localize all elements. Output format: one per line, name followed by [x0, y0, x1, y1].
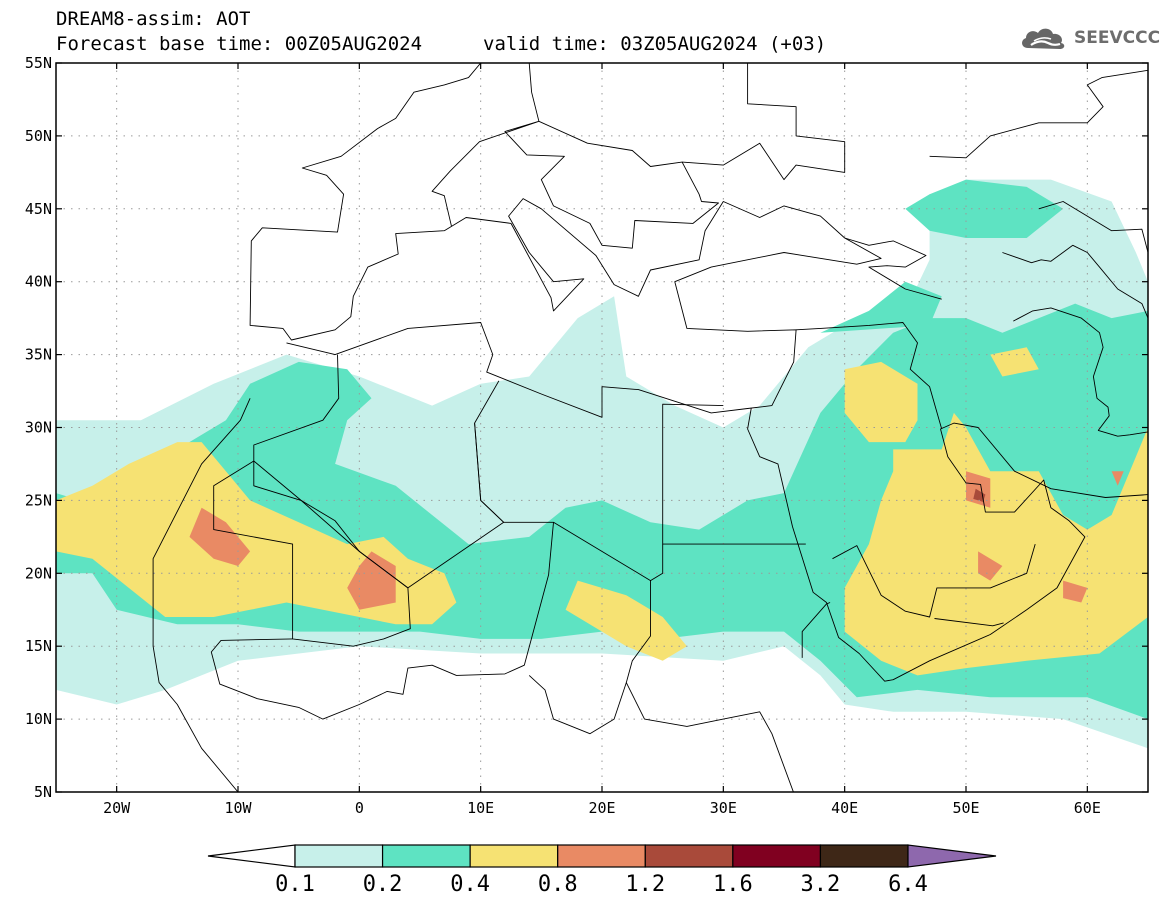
boundary-line	[801, 602, 831, 658]
boundary-line	[662, 403, 806, 545]
aot-region-0.4-0.8-3	[844, 412, 1148, 676]
boundary-line	[152, 398, 251, 792]
boundary-line	[832, 543, 1036, 618]
lat-tick-label: 20N	[25, 564, 52, 582]
valid-time: valid time: 03Z05AUG2024 (+03)	[483, 33, 827, 55]
boundary-line	[747, 408, 1148, 682]
lon-tick-label: 20W	[103, 799, 131, 817]
boundary-line	[210, 522, 554, 720]
aot-region-0.2-0.4-1	[905, 179, 1064, 238]
colorbar-bin	[819, 844, 909, 868]
colorbar-bin	[294, 844, 384, 868]
colorbar-label: 0.4	[450, 872, 490, 897]
graticule	[56, 63, 1148, 792]
map-title: DREAM8-assim: AOT	[56, 8, 251, 30]
colorbar-bin	[732, 844, 822, 868]
aot-field	[56, 179, 1148, 749]
lon-tick-label: 0	[355, 799, 364, 817]
aot-region-0.8-1.2-5	[1111, 471, 1124, 486]
aot-region-0.8-1.2-3	[978, 551, 1003, 581]
country-boundaries	[56, 63, 1148, 792]
forecast-base-time: Forecast base time: 00Z05AUG2024	[56, 33, 423, 55]
lon-tick-label: 50E	[952, 799, 979, 817]
logo-text: SEEVCCC	[1074, 28, 1161, 48]
aot-region-0.8-1.2-2	[966, 471, 991, 508]
lon-tick-label: 40E	[831, 799, 858, 817]
aot-region-0.8-1.2-4	[1063, 580, 1088, 603]
colorbar-bin	[381, 844, 471, 868]
aot-region-0.4-0.8-1	[565, 580, 687, 661]
boundary-line	[431, 63, 719, 249]
colorbar-under-arrow	[207, 844, 296, 868]
lat-tick-label: 45N	[25, 200, 52, 218]
lat-tick-label: 10N	[25, 710, 52, 728]
lon-tick-label: 20E	[588, 799, 615, 817]
colorbar-label: 0.8	[538, 872, 578, 897]
seevccc-logo: SEEVCCC	[1018, 24, 1160, 52]
aot-region-0.2-0.4-2	[820, 281, 942, 333]
aot-region-0.8-1.2-0	[189, 507, 251, 566]
lon-tick-label: 10W	[224, 799, 252, 817]
lat-tick-label: 30N	[25, 419, 52, 437]
map-axes: 55N 50N 45N 40N 35N 30N 25N 20N 15N 10N 5N 20W 10W 0 1…	[25, 54, 1148, 817]
lat-tick-label: 5N	[34, 783, 52, 801]
aot-region-0.4-0.8-2	[844, 361, 918, 443]
boundary-line	[625, 544, 794, 792]
lon-tick-label: 10E	[467, 799, 494, 817]
colorbar-label: 6.4	[888, 872, 928, 897]
boundary-line	[1002, 244, 1148, 319]
boundary-line	[796, 322, 943, 430]
lat-tick-label: 40N	[25, 273, 52, 291]
cloud-icon	[1022, 28, 1065, 49]
colorbar-label: 0.1	[275, 872, 315, 897]
colorbar-over-arrow	[907, 844, 997, 868]
aot-region-1.2-1.6-0	[973, 488, 986, 502]
lon-tick-label: 60E	[1074, 799, 1101, 817]
boundary-line	[528, 675, 627, 735]
colorbar-label: 1.2	[625, 872, 665, 897]
boundary-line	[934, 618, 1004, 627]
boundary-line	[1013, 307, 1148, 437]
lon-tick-label: 30E	[710, 799, 737, 817]
lat-tick-label: 50N	[25, 127, 52, 145]
colorbar-bin	[644, 844, 734, 868]
colorbar: 0.1 0.2 0.4 0.8 1.2 1.6 3.2 6.4	[207, 844, 997, 897]
boundary-line	[844, 237, 942, 300]
boundary-line	[249, 63, 882, 418]
lat-tick-label: 35N	[25, 346, 52, 364]
lat-tick-label: 55N	[25, 54, 52, 72]
colorbar-label: 1.6	[713, 872, 753, 897]
colorbar-bin	[557, 844, 646, 868]
boundary-line	[253, 354, 505, 589]
lat-tick-label: 15N	[25, 637, 52, 655]
lat-tick-label: 25N	[25, 491, 52, 509]
boundary-line	[682, 63, 846, 181]
boundary-line	[929, 69, 1148, 159]
colorbar-bin	[469, 844, 559, 868]
colorbar-label: 3.2	[801, 872, 841, 897]
boundary-line	[1038, 201, 1148, 253]
colorbar-label: 0.2	[363, 872, 403, 897]
